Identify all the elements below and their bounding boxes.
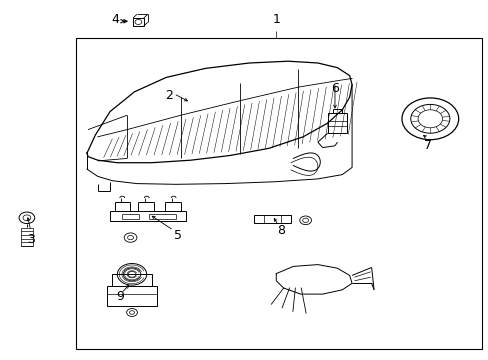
Bar — [254, 215, 290, 223]
Text: 9: 9 — [116, 291, 123, 303]
Bar — [110, 211, 185, 221]
Bar — [76, 38, 481, 349]
Text: 3: 3 — [27, 233, 35, 246]
Text: 7: 7 — [423, 139, 431, 152]
Text: 5: 5 — [174, 229, 182, 242]
Text: 4: 4 — [111, 13, 119, 26]
Text: 8: 8 — [277, 224, 285, 237]
Bar — [106, 286, 157, 306]
Bar — [112, 274, 151, 286]
Text: 1: 1 — [272, 13, 280, 26]
Text: 6: 6 — [330, 82, 338, 95]
Text: 2: 2 — [164, 89, 172, 102]
Bar — [133, 18, 143, 26]
Bar — [327, 113, 346, 133]
